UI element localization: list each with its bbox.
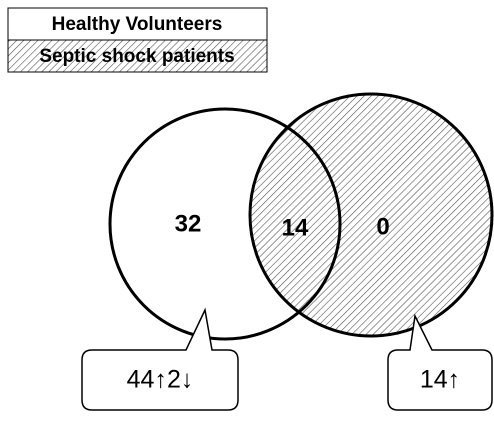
region-count: 14 xyxy=(282,214,309,241)
callout-box xyxy=(81,307,239,411)
callout-label: 14↑ xyxy=(420,366,460,394)
region-count: 32 xyxy=(175,210,202,237)
region-count: 0 xyxy=(376,213,389,240)
legend-box-healthy xyxy=(7,7,268,41)
callout-box xyxy=(387,313,493,411)
circle-healthy xyxy=(108,107,342,341)
callout-label: 44↑2↓ xyxy=(127,366,194,394)
legend-label: Septic shock patients xyxy=(39,46,234,67)
circle-septic xyxy=(248,92,494,338)
legend-box-septic xyxy=(7,39,268,73)
legend-label: Healthy Volunteers xyxy=(52,14,223,35)
